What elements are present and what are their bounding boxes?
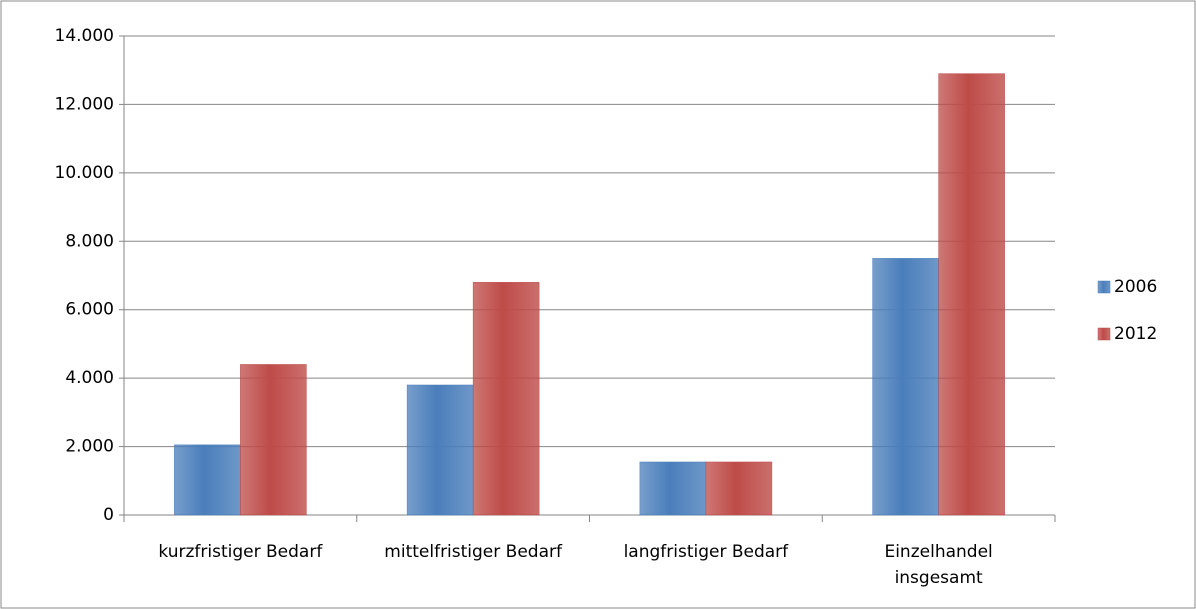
y-tick-label: 8.000	[65, 231, 114, 251]
legend-label: 2006	[1114, 277, 1157, 297]
bar	[472, 282, 540, 516]
bar	[872, 258, 939, 516]
bar	[938, 73, 1005, 516]
bar	[705, 461, 773, 516]
y-tick-label: 10.000	[55, 163, 114, 183]
legend-swatch	[1097, 280, 1111, 294]
y-tick-label: 2.000	[65, 437, 114, 457]
bar	[174, 444, 241, 516]
x-tick-label: mittelfristiger Bedarf	[384, 542, 562, 562]
x-tick-label: kurzfristiger Bedarf	[158, 542, 323, 562]
legend-swatch	[1097, 327, 1111, 341]
x-tick-label: Einzelhandel insgesamt	[884, 542, 993, 588]
bar	[406, 384, 474, 516]
y-tick-label: 4.000	[65, 368, 114, 388]
y-tick-label: 6.000	[65, 300, 114, 320]
x-tick-label: langfristiger Bedarf	[623, 542, 789, 562]
y-tick-label: 14.000	[55, 26, 114, 46]
y-tick-label: 0	[103, 505, 114, 525]
legend-label: 2012	[1114, 324, 1157, 344]
bar	[639, 461, 707, 516]
y-tick-label: 12.000	[55, 94, 114, 114]
bar	[240, 364, 307, 516]
